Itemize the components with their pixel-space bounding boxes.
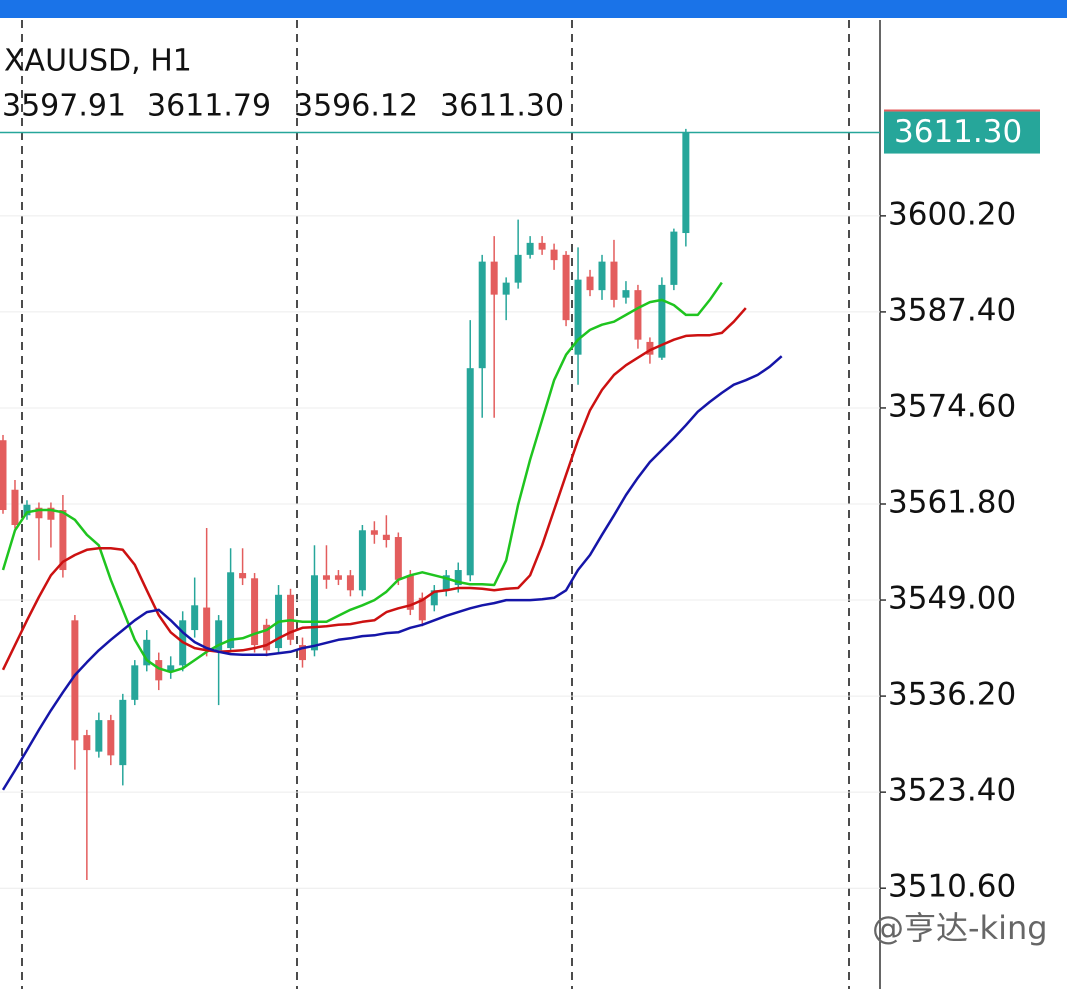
candle-body (514, 254, 522, 283)
moving-average-line (1, 355, 783, 791)
candle-body (95, 720, 103, 752)
candle-body (119, 699, 127, 766)
candle-body (394, 537, 402, 580)
candle-body (47, 507, 55, 520)
candle-body (35, 507, 43, 519)
candle-body (346, 575, 354, 591)
candle-body (370, 530, 378, 535)
candle-body (227, 572, 235, 649)
candle-body (418, 597, 426, 621)
candle-body (610, 261, 618, 300)
moving-average-line (1, 307, 747, 671)
candle-body (622, 290, 630, 298)
candle-body (251, 578, 259, 646)
y-tick-label: 3561.80 (888, 485, 1016, 521)
candle-body (550, 249, 558, 261)
y-tick-label: 3549.00 (888, 581, 1016, 617)
candle-body (191, 605, 199, 631)
candle-body (502, 282, 510, 295)
candle-body (287, 594, 295, 640)
ohlc-open: 3597.91 (2, 89, 126, 124)
ohlc-close: 3611.30 (440, 89, 564, 124)
candle-body (490, 261, 498, 295)
candle-body (322, 575, 330, 580)
candle-body (562, 254, 570, 321)
candle-body (299, 645, 306, 661)
candle-body (59, 510, 67, 571)
candle-body (107, 720, 115, 756)
candle-body (358, 530, 366, 591)
current-price-label: 3611.30 (894, 114, 1022, 150)
y-tick-label: 3523.40 (888, 773, 1016, 809)
candle-body (83, 735, 91, 751)
candle-body (646, 341, 654, 355)
candle-body (406, 575, 414, 610)
candle-body (239, 573, 247, 579)
candle-body (167, 665, 175, 673)
current-price-tag (884, 111, 1040, 154)
candle-body (143, 639, 151, 666)
candle-body (263, 624, 271, 651)
y-tick-label: 3600.20 (888, 196, 1016, 232)
candle-body (23, 504, 31, 516)
candle-body (574, 279, 582, 355)
candle-body (538, 242, 546, 250)
candle-body (310, 575, 318, 651)
candle-body (203, 607, 211, 651)
y-tick-label: 3574.60 (888, 388, 1016, 424)
candle-body (670, 231, 678, 285)
candle-body (586, 276, 594, 291)
watermark: @亨达-king (872, 909, 1048, 947)
candle-body (0, 440, 7, 511)
candle-body (526, 242, 534, 255)
ohlc-low: 3596.12 (294, 89, 418, 124)
time-separators (21, 20, 850, 989)
y-tick-label: 3510.60 (888, 869, 1016, 905)
top-bar (0, 0, 1067, 18)
y-tick-label: 3536.20 (888, 677, 1016, 713)
moving-average-line (1, 281, 723, 674)
chart-title: XAUUSD, H1 (4, 44, 192, 79)
candle-body (442, 575, 450, 591)
candle-body (430, 590, 438, 606)
ohlc-high: 3611.79 (147, 89, 271, 124)
candle-body (466, 368, 474, 576)
candle-body (71, 620, 79, 741)
candle-body (478, 261, 486, 369)
candle-body (334, 575, 342, 580)
candle-body (682, 132, 690, 234)
candle-body (11, 489, 19, 526)
candle-body (658, 284, 666, 358)
candle-body (454, 570, 462, 586)
y-tick-label: 3587.40 (888, 292, 1016, 328)
candle-body (215, 620, 223, 651)
candle-body (382, 534, 390, 541)
candle-body (131, 665, 139, 700)
candle-body (634, 290, 642, 340)
candle-body (155, 660, 163, 681)
candle-body (598, 261, 606, 291)
